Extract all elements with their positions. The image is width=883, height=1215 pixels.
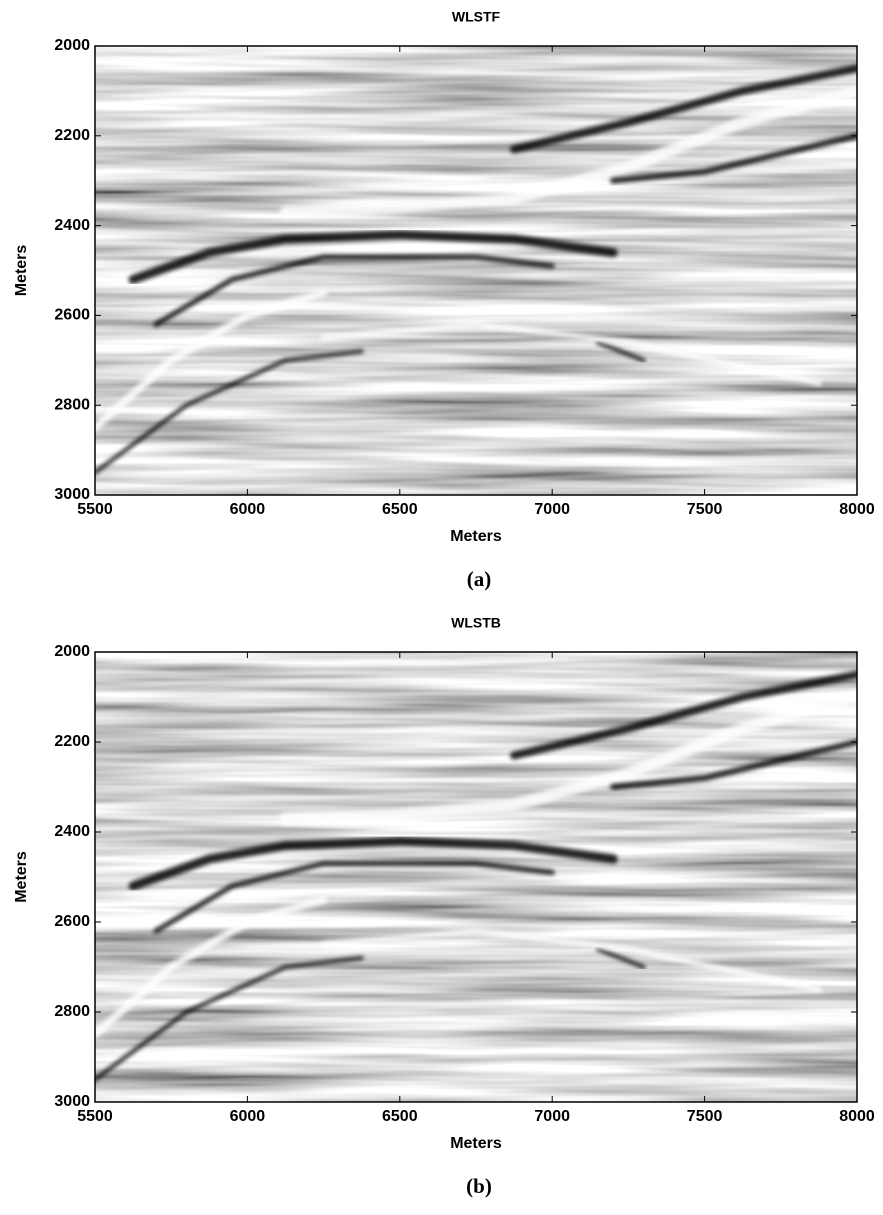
reflector bbox=[510, 670, 857, 760]
x-axis-label: Meters bbox=[450, 528, 502, 545]
caption: (a) bbox=[467, 567, 492, 591]
reflector bbox=[95, 895, 328, 1039]
image-texture bbox=[95, 652, 857, 1102]
x-tick-label: 7500 bbox=[687, 1108, 723, 1125]
y-tick-label: 2600 bbox=[54, 307, 90, 324]
reflector bbox=[153, 861, 555, 934]
x-tick-label: 7000 bbox=[534, 501, 570, 518]
y-tick-label: 3000 bbox=[54, 1093, 90, 1110]
reflector bbox=[95, 956, 364, 1082]
y-tick-label: 2200 bbox=[54, 127, 90, 144]
x-axis-label: Meters bbox=[450, 1135, 502, 1152]
seismic-image bbox=[95, 652, 857, 1102]
y-tick-label: 2200 bbox=[54, 733, 90, 750]
x-tick-label: 6000 bbox=[230, 1108, 266, 1125]
x-tick-label: 8000 bbox=[839, 1108, 875, 1125]
reflector bbox=[320, 927, 822, 993]
chart-title: WLSTF bbox=[452, 9, 501, 25]
y-tick-label: 2800 bbox=[54, 396, 90, 413]
image-texture bbox=[95, 46, 857, 495]
y-axis-label: Meters bbox=[13, 245, 30, 297]
reflector bbox=[510, 64, 857, 154]
reflector bbox=[95, 288, 328, 432]
reflector bbox=[595, 340, 646, 363]
x-tick-label: 8000 bbox=[839, 501, 875, 518]
y-tick-label: 2400 bbox=[54, 217, 90, 234]
reflector bbox=[128, 836, 618, 891]
reflector bbox=[153, 254, 555, 327]
axes-box bbox=[94, 651, 858, 1103]
x-tick-label: 6000 bbox=[230, 501, 266, 518]
reflector bbox=[279, 84, 857, 219]
x-tick-label: 5500 bbox=[77, 1108, 113, 1125]
x-tick-label: 5500 bbox=[77, 501, 113, 518]
x-tick-label: 6500 bbox=[382, 501, 418, 518]
panel: WLSTF 5500 6000 6500 7000 7500 8000 2000 2200 240… bbox=[13, 9, 875, 591]
x-tick-label: 7000 bbox=[534, 1108, 570, 1125]
y-tick-label: 2800 bbox=[54, 1003, 90, 1020]
y-tick-label: 2400 bbox=[54, 823, 90, 840]
y-tick-label: 2000 bbox=[54, 643, 90, 660]
reflector bbox=[595, 947, 646, 969]
seismic-image bbox=[95, 46, 857, 495]
y-tick-label: 2600 bbox=[54, 913, 90, 930]
reflector bbox=[279, 691, 857, 825]
axes-box bbox=[94, 45, 858, 496]
x-tick-label: 6500 bbox=[382, 1108, 418, 1125]
caption: (b) bbox=[466, 1174, 492, 1198]
y-tick-label: 3000 bbox=[54, 486, 90, 503]
x-tick-label: 7500 bbox=[687, 501, 723, 518]
reflector bbox=[610, 739, 857, 790]
reflector bbox=[128, 230, 618, 284]
reflector bbox=[610, 132, 857, 184]
y-tick-label: 2000 bbox=[54, 37, 90, 54]
chart-title: WLSTB bbox=[451, 615, 501, 631]
reflector bbox=[320, 321, 822, 386]
reflector bbox=[95, 349, 364, 475]
y-axis-label: Meters bbox=[13, 851, 30, 903]
panel: WLSTB 5500 6000 6500 7000 7500 8000 2000 2200 240… bbox=[13, 615, 875, 1198]
